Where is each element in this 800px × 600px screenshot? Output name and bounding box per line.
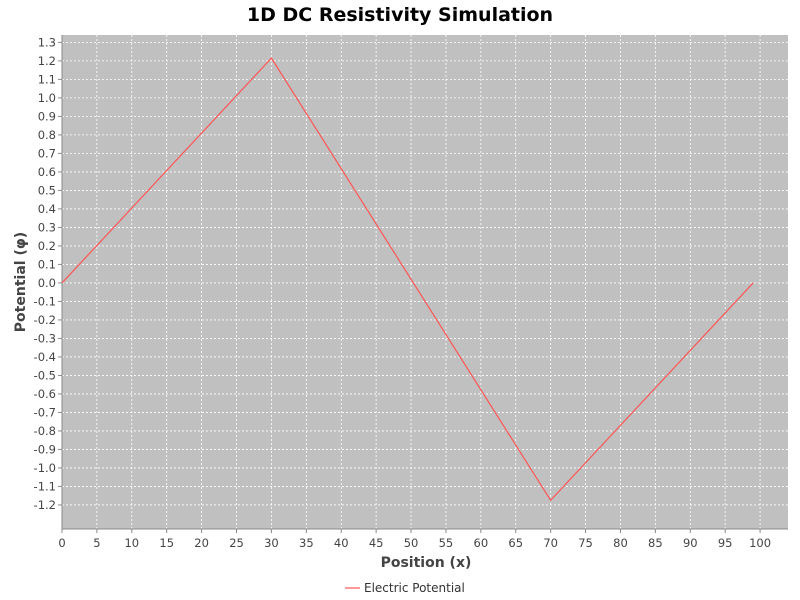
legend: Electric Potential (345, 581, 465, 595)
y-tick-label: -1.2 (34, 498, 56, 512)
plot-area (62, 35, 788, 529)
x-tick-label: 55 (439, 536, 454, 550)
y-tick-label: 0.5 (38, 183, 56, 197)
y-tick-label: -0.6 (34, 387, 56, 401)
y-tick-label: -0.8 (34, 424, 56, 438)
x-tick-label: 10 (124, 536, 139, 550)
y-tick-label: -0.4 (34, 350, 56, 364)
y-tick-label: 1.3 (38, 35, 56, 49)
y-tick-label: -0.9 (34, 442, 56, 456)
x-tick-label: 45 (369, 536, 384, 550)
y-tick-label: 0.1 (38, 257, 56, 271)
y-tick-label: 0.2 (38, 239, 56, 253)
x-tick-label: 35 (299, 536, 314, 550)
x-tick-label: 15 (159, 536, 174, 550)
legend-label: Electric Potential (364, 581, 465, 595)
y-tick-label: 0.0 (38, 276, 56, 290)
x-tick-label: 65 (508, 536, 523, 550)
y-tick-label: -1.0 (34, 461, 56, 475)
x-axis-label: Position (x) (381, 555, 472, 571)
x-tick-label: 25 (229, 536, 244, 550)
x-tick-label: 70 (543, 536, 558, 550)
y-tick-label: -1.1 (34, 479, 56, 493)
x-tick-label: 90 (683, 536, 698, 550)
series-layer (61, 57, 754, 502)
y-tick-label: -0.5 (34, 368, 56, 382)
chart-title: 1D DC Resistivity Simulation (247, 4, 553, 26)
y-tick-label: 0.6 (38, 165, 56, 179)
y-tick-label: 0.9 (38, 109, 56, 123)
series-line-electric-potential (61, 57, 754, 502)
x-tick-label: 60 (474, 536, 489, 550)
y-tick-label: 1.0 (38, 91, 56, 105)
y-tick-label: 0.3 (38, 220, 56, 234)
y-tick-label: -0.1 (34, 294, 56, 308)
x-tick-label: 85 (648, 536, 663, 550)
y-tick-label: 1.1 (38, 72, 56, 86)
y-tick-label: -0.3 (34, 331, 56, 345)
x-tick-label: 30 (264, 536, 279, 550)
x-tick-label: 50 (404, 536, 419, 550)
axes: -1.2 -1.1 -1.0 -0.9 -0.8 -0.7 -0.6 -0.5 -0.4 -0.3… (34, 35, 788, 550)
x-tick-label: 80 (613, 536, 628, 550)
x-tick-label: 100 (749, 536, 771, 550)
x-tick-label: 0 (58, 536, 65, 550)
y-tick-label: -0.7 (34, 405, 56, 419)
y-tick-label: 0.4 (38, 202, 56, 216)
y-tick-label: 0.7 (38, 146, 56, 160)
x-tick-label: 5 (93, 536, 100, 550)
y-tick-label: -0.2 (34, 313, 56, 327)
x-tick-label: 40 (334, 536, 349, 550)
y-tick-label: 1.2 (38, 54, 56, 68)
y-axis-label: Potential (φ) (13, 232, 29, 332)
x-tick-label: 20 (194, 536, 209, 550)
x-tick-label: 75 (578, 536, 593, 550)
y-tick-label: 0.8 (38, 128, 56, 142)
x-tick-label: 95 (718, 536, 733, 550)
